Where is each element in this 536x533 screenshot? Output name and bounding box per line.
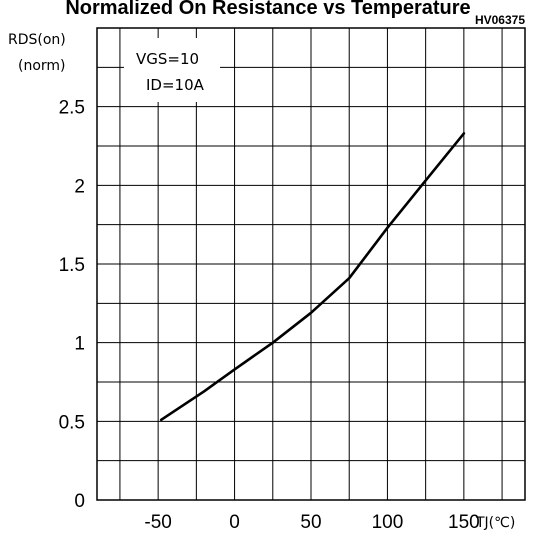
annotation-id: ID=10A <box>146 76 205 94</box>
y-axis-label: RDS(on) <box>8 32 66 48</box>
annotation-vgs: VGS=10 <box>136 50 199 68</box>
chart-code: HV06375 <box>475 13 525 27</box>
y-tick-label: 0.5 <box>59 412 85 433</box>
series-line <box>159 132 466 422</box>
y-tick-label: 1 <box>74 334 85 355</box>
x-axis-label: TJ(℃) <box>475 515 515 531</box>
y-tick-label: 0 <box>74 491 85 512</box>
x-tick-label: -50 <box>144 512 171 533</box>
y-tick-label: 2 <box>74 176 85 197</box>
y-axis-unit: (norm) <box>18 58 66 74</box>
x-tick-labels: -50 0 50 100 150 <box>144 512 479 533</box>
annotation-box <box>124 38 220 102</box>
x-tick-label: 150 <box>448 512 480 533</box>
y-tick-label: 2.5 <box>59 98 85 119</box>
y-tick-labels: 0 0.5 1 1.5 2 2.5 <box>59 98 85 512</box>
y-tick-label: 1.5 <box>59 255 85 276</box>
grid <box>97 28 525 500</box>
x-tick-label: 0 <box>229 512 240 533</box>
x-tick-label: 50 <box>300 512 321 533</box>
x-tick-label: 100 <box>372 512 404 533</box>
chart-title: Normalized On Resistance vs Temperature <box>65 0 470 19</box>
plot-frame <box>96 27 526 501</box>
